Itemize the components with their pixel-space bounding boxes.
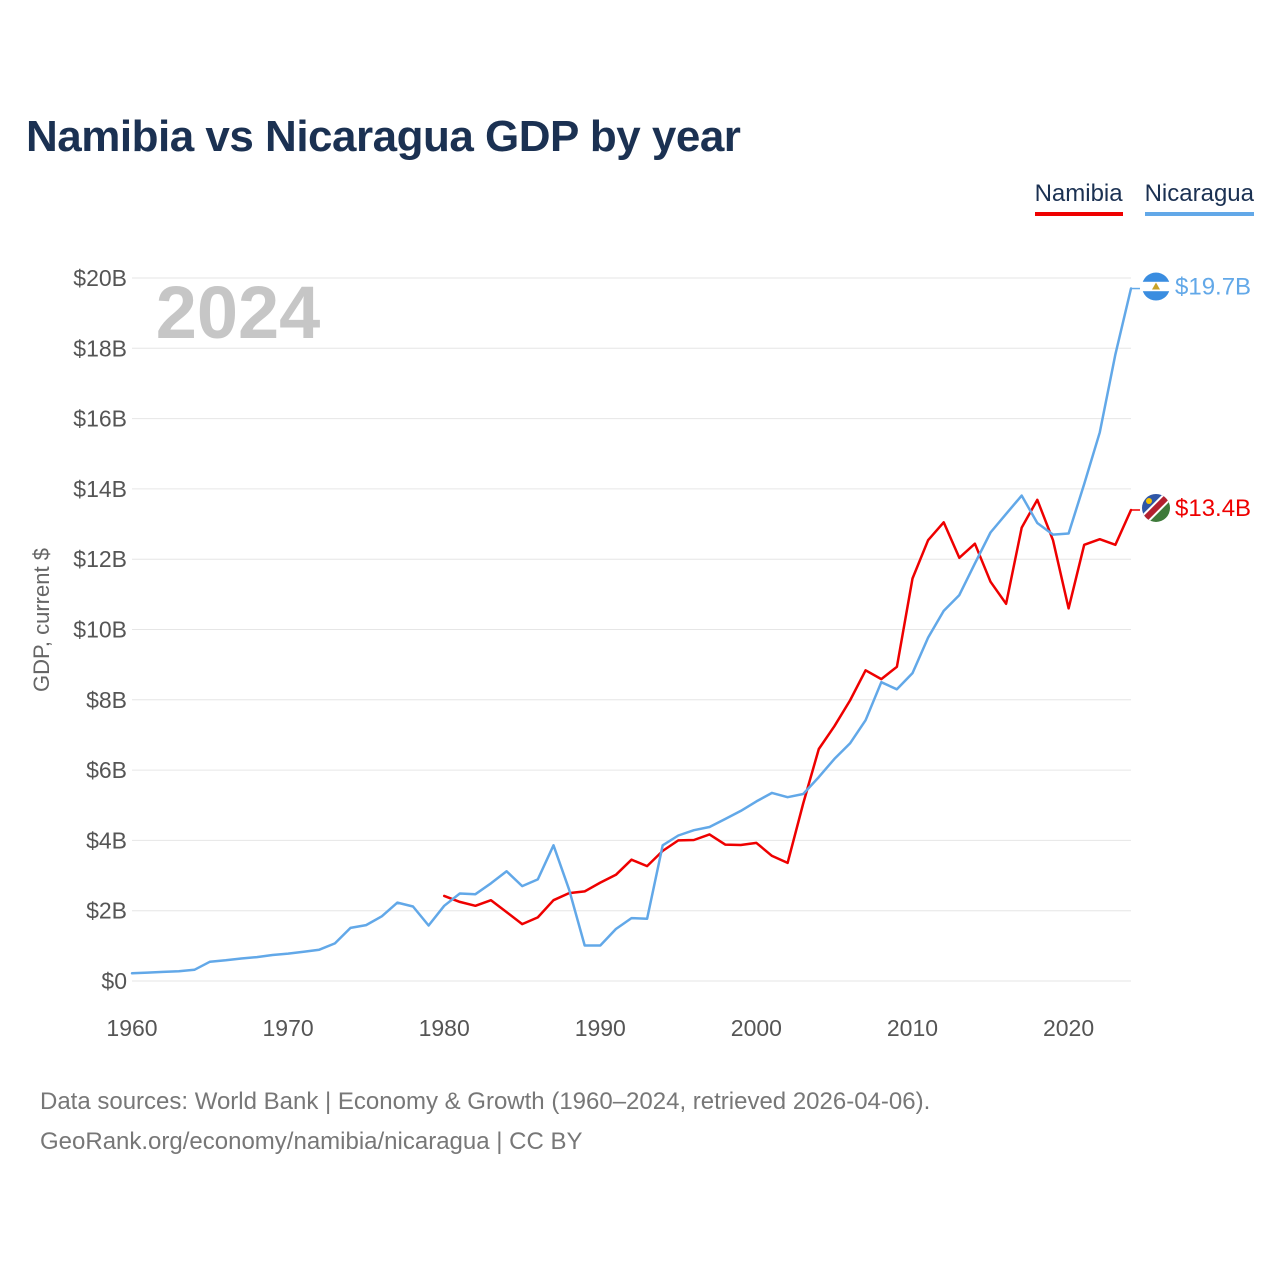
x-tick-label: 1980 [419, 1015, 470, 1041]
tick-layer: $0 $2B $4B $6B $8B $10B $12B $14B $16B $18B $20B 19… [73, 265, 1094, 1041]
y-tick-label: $4B [86, 827, 127, 853]
y-tick-label: $12B [73, 546, 127, 572]
legend-item-nicaragua[interactable]: Nicaragua [1144, 180, 1254, 216]
x-tick-label: 2000 [731, 1015, 782, 1041]
legend-item-namibia[interactable]: Namibia [1034, 180, 1123, 216]
series-line-nicaragua [130, 287, 1133, 975]
legend: Namibia Nicaragua [1034, 180, 1254, 216]
year-watermark: 2024 [156, 271, 321, 354]
y-tick-label: $2B [86, 898, 127, 924]
namibia-flag-icon [1142, 493, 1170, 522]
footer-link[interactable]: GeoRank.org/economy/namibia/nicaragua | … [40, 1128, 583, 1155]
y-tick-label: $0 [101, 968, 127, 994]
y-tick-label: $14B [73, 476, 127, 502]
nicaragua-flag-icon [1142, 272, 1170, 301]
y-tick-label: $16B [73, 406, 127, 432]
chart-title: Namibia vs Nicaragua GDP by year [26, 112, 741, 161]
y-tick-label: $8B [86, 687, 127, 713]
footer-sources: Data sources: World Bank | Economy & Gro… [40, 1088, 931, 1115]
series-layer [130, 287, 1140, 975]
y-tick-label: $6B [86, 757, 127, 783]
footer: Data sources: World Bank | Economy & Gro… [40, 1082, 930, 1162]
y-tick-label: $18B [73, 335, 127, 361]
x-tick-label: 2010 [887, 1015, 938, 1041]
grid-layer [132, 277, 1131, 982]
x-tick-label: 1960 [106, 1015, 157, 1041]
series-line-namibia [442, 498, 1133, 926]
y-tick-label: $20B [73, 265, 127, 291]
x-tick-label: 1990 [575, 1015, 626, 1041]
x-tick-label: 2020 [1043, 1015, 1094, 1041]
end-label-namibia: $13.4B [1175, 495, 1251, 522]
end-label-layer: $13.4B $19.7B [1142, 272, 1251, 522]
y-tick-label: $10B [73, 617, 127, 643]
x-tick-label: 1970 [263, 1015, 314, 1041]
end-label-nicaragua: $19.7B [1175, 274, 1251, 301]
